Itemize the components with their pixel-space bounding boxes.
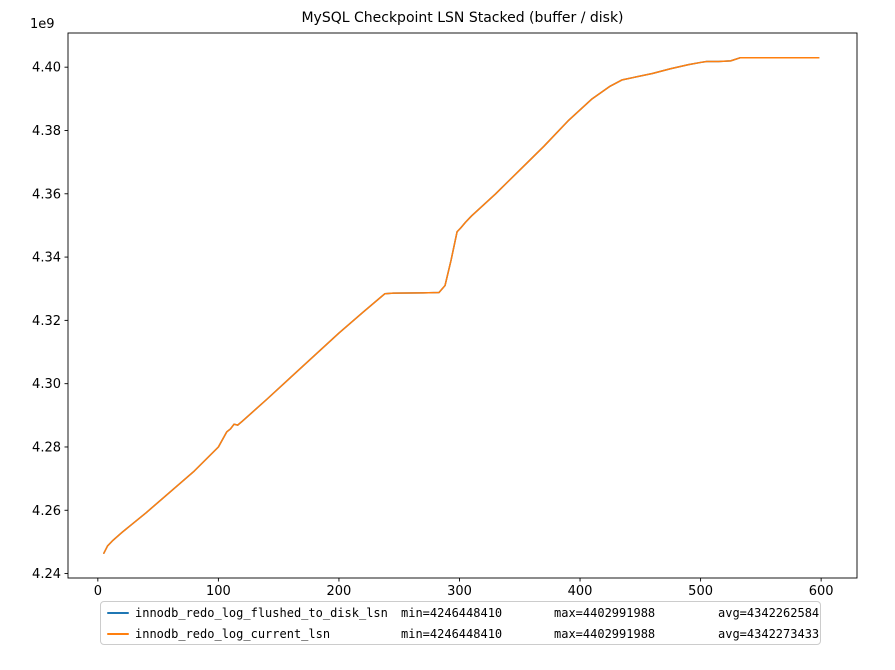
x-tick-label: 0 (94, 584, 102, 599)
legend-avg-value: avg=4342273433 (718, 626, 820, 641)
x-tick-label: 100 (206, 584, 231, 599)
y-axis-offset-text: 1e9 (30, 17, 55, 32)
y-tick-label: 4.38 (32, 124, 61, 139)
x-tick-label: 300 (447, 584, 472, 599)
x-tick-label: 500 (688, 584, 713, 599)
legend-series-name: innodb_redo_log_current_lsn (135, 626, 331, 641)
x-tick-label: 400 (568, 584, 593, 599)
y-axis: 4.24 4.26 4.28 4.30 4.32 4.34 4.36 4.38 4.40 (32, 61, 68, 582)
legend-row-current-lsn: innodb_redo_log_current_lsn min=42464484… (101, 624, 820, 643)
legend-row-flushed-to-disk: innodb_redo_log_flushed_to_disk_lsn min=… (101, 603, 820, 622)
legend-min-value: min=4246448410 (401, 605, 503, 620)
legend-avg-value: avg=4342262584 (718, 605, 820, 620)
legend-line-sample-blue (107, 611, 129, 614)
y-tick-label: 4.36 (32, 187, 61, 202)
series-line-innodb_redo_log_current_lsn (103, 56, 820, 554)
axes-spines (67, 32, 858, 579)
chart-title: MySQL Checkpoint LSN Stacked (buffer / d… (301, 10, 624, 26)
y-tick-label: 4.24 (32, 567, 61, 582)
y-tick-label: 4.30 (32, 377, 61, 392)
y-tick-label: 4.28 (32, 440, 61, 455)
legend-line-sample-orange (107, 632, 129, 635)
legend-min-value: min=4246448410 (401, 626, 503, 641)
x-tick-label: 200 (327, 584, 352, 599)
x-tick-label: 600 (809, 584, 834, 599)
y-tick-label: 4.32 (32, 314, 61, 329)
legend-max-value: max=4402991988 (554, 626, 656, 641)
y-tick-label: 4.34 (32, 251, 61, 266)
y-tick-label: 4.40 (32, 61, 61, 76)
x-axis: 0 100 200 300 400 500 600 (94, 578, 834, 599)
legend-max-value: max=4402991988 (554, 605, 656, 620)
y-tick-label: 4.26 (32, 504, 61, 519)
legend-series-name: innodb_redo_log_flushed_to_disk_lsn (135, 605, 388, 620)
series-line-innodb_redo_log_flushed_to_disk_lsn (103, 56, 820, 554)
legend: innodb_redo_log_flushed_to_disk_lsn min=… (100, 601, 821, 645)
